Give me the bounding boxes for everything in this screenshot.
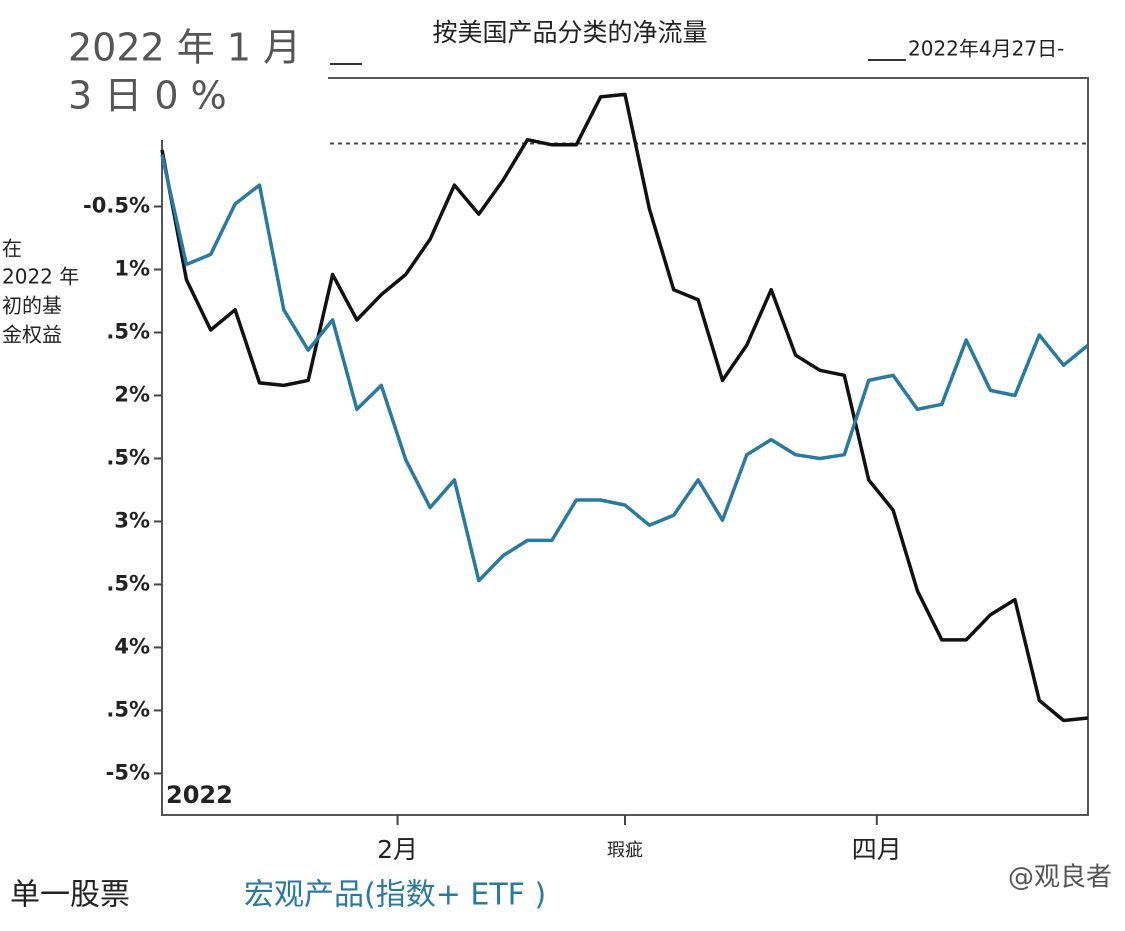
- x-tick-label: 瑕疵: [607, 840, 643, 861]
- y-tick-label: .5%: [106, 571, 150, 595]
- y-tick-label: 2%: [114, 382, 150, 406]
- y-tick-label: -0.5%: [83, 194, 150, 218]
- y-tick-label: 4%: [114, 634, 150, 658]
- plot-frame: [161, 77, 1089, 816]
- y-tick-label: .5%: [106, 445, 150, 469]
- legend-label: 单一股票: [10, 878, 130, 913]
- y-tick-label: .5%: [106, 319, 150, 343]
- y-label: 2022 年: [2, 265, 79, 289]
- y-tick-label: .5%: [106, 697, 150, 721]
- watermark: @观良者: [1008, 863, 1112, 893]
- overlay-box: [0, 0, 328, 140]
- y-label: 在: [2, 237, 22, 261]
- series-line: [160, 154, 1090, 583]
- y-label: 初的基: [2, 294, 62, 318]
- x-tick-label: 四月: [852, 835, 902, 864]
- annotation: 2022 年 1 月: [68, 26, 301, 70]
- y-tick-label: 1%: [114, 256, 150, 280]
- y-tick-label: 3%: [114, 508, 150, 532]
- chart-title: 按美国产品分类的净流量: [432, 18, 707, 47]
- series-line: [160, 92, 1089, 723]
- y-label: 金权益: [2, 323, 62, 347]
- annotation: 2022: [166, 781, 233, 809]
- y-tick-label: -5%: [106, 760, 150, 784]
- x-tick-label: 2月: [377, 835, 418, 864]
- annotation: 2022年4月27日-: [908, 37, 1064, 61]
- legend-label: 宏观产品(指数+ ETF ): [244, 878, 546, 913]
- annotation: 3 日 0 %: [68, 74, 227, 118]
